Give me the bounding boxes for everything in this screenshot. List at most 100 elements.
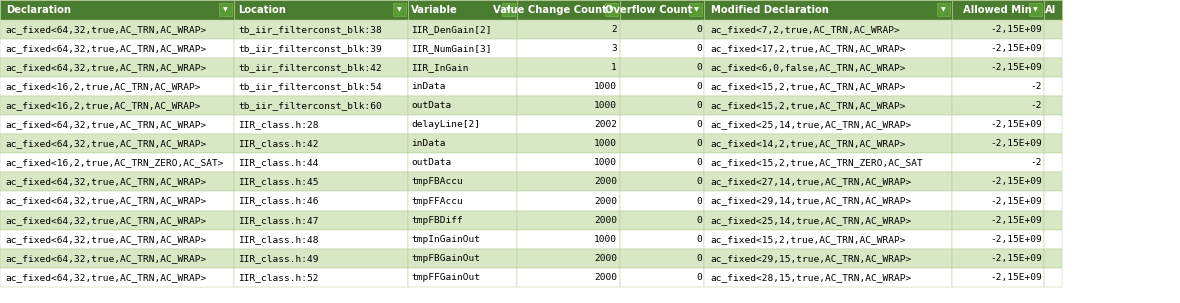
Bar: [1029, 3, 1042, 16]
Bar: [952, 20, 1044, 39]
Bar: [234, 39, 408, 58]
Bar: [604, 3, 617, 16]
Bar: [0, 96, 234, 115]
Text: -2,15E+09: -2,15E+09: [990, 197, 1042, 205]
Text: -2,15E+09: -2,15E+09: [990, 139, 1042, 148]
Text: -2,15E+09: -2,15E+09: [990, 120, 1042, 129]
Bar: [704, 230, 952, 249]
Bar: [704, 211, 952, 230]
Bar: [620, 153, 704, 172]
Text: 2000: 2000: [594, 216, 617, 225]
Text: tb_iir_filterconst_blk:38: tb_iir_filterconst_blk:38: [238, 25, 382, 34]
Bar: [704, 134, 952, 153]
Text: 2: 2: [611, 25, 617, 34]
Text: -2,15E+09: -2,15E+09: [990, 25, 1042, 34]
Text: tmpFBGainOut: tmpFBGainOut: [411, 254, 480, 263]
Bar: [620, 58, 704, 77]
Bar: [1044, 268, 1062, 287]
Text: ac_fixed<64,32,true,AC_TRN,AC_WRAP>: ac_fixed<64,32,true,AC_TRN,AC_WRAP>: [6, 139, 208, 148]
Bar: [234, 153, 408, 172]
Text: 1000: 1000: [594, 158, 617, 167]
Bar: [517, 39, 620, 58]
Text: outData: outData: [411, 158, 451, 167]
Bar: [952, 249, 1044, 268]
Bar: [1044, 115, 1062, 134]
Bar: [517, 96, 620, 115]
Bar: [937, 3, 950, 16]
Text: IIR_NumGain[3]: IIR_NumGain[3]: [411, 44, 492, 53]
Text: tmpFFGainOut: tmpFFGainOut: [411, 273, 480, 282]
Text: Overflow Count: Overflow Count: [605, 5, 693, 15]
Bar: [1044, 211, 1062, 230]
Text: IIR_class.h:46: IIR_class.h:46: [238, 197, 319, 205]
Bar: [952, 230, 1044, 249]
Text: 0: 0: [696, 82, 702, 91]
Text: 0: 0: [696, 254, 702, 263]
Text: IIR_DenGain[2]: IIR_DenGain[2]: [411, 25, 492, 34]
Text: -2,15E+09: -2,15E+09: [990, 273, 1042, 282]
Bar: [704, 58, 952, 77]
Text: 0: 0: [696, 178, 702, 186]
Bar: [620, 39, 704, 58]
Text: ac_fixed<64,32,true,AC_TRN,AC_WRAP>: ac_fixed<64,32,true,AC_TRN,AC_WRAP>: [6, 235, 208, 244]
Bar: [408, 134, 517, 153]
Bar: [0, 39, 234, 58]
Bar: [952, 115, 1044, 134]
Text: 1000: 1000: [594, 235, 617, 244]
Bar: [620, 230, 704, 249]
Text: IIR_class.h:42: IIR_class.h:42: [238, 139, 319, 148]
Text: Variable: Variable: [411, 5, 458, 15]
Bar: [517, 249, 620, 268]
Bar: [234, 115, 408, 134]
Bar: [234, 77, 408, 96]
Text: IIR_class.h:52: IIR_class.h:52: [238, 273, 319, 282]
Bar: [517, 230, 620, 249]
Bar: [1044, 96, 1062, 115]
Bar: [408, 96, 517, 115]
Bar: [620, 134, 704, 153]
Text: Declaration: Declaration: [6, 5, 71, 15]
Text: -2: -2: [1030, 158, 1042, 167]
Text: outData: outData: [411, 101, 451, 110]
Bar: [0, 115, 234, 134]
Bar: [952, 0, 1044, 20]
Bar: [517, 211, 620, 230]
Text: ac_fixed<64,32,true,AC_TRN,AC_WRAP>: ac_fixed<64,32,true,AC_TRN,AC_WRAP>: [6, 197, 208, 205]
Bar: [952, 211, 1044, 230]
Bar: [620, 249, 704, 268]
Text: inData: inData: [411, 139, 446, 148]
Bar: [952, 268, 1044, 287]
Bar: [952, 96, 1044, 115]
Text: tb_iir_filterconst_blk:54: tb_iir_filterconst_blk:54: [238, 82, 382, 91]
Bar: [517, 134, 620, 153]
Text: ac_fixed<64,32,true,AC_TRN,AC_WRAP>: ac_fixed<64,32,true,AC_TRN,AC_WRAP>: [6, 216, 208, 225]
Text: ▼: ▼: [694, 7, 699, 12]
Bar: [408, 115, 517, 134]
Bar: [408, 0, 517, 20]
Bar: [408, 77, 517, 96]
Bar: [408, 58, 517, 77]
Bar: [952, 134, 1044, 153]
Bar: [0, 268, 234, 287]
Bar: [218, 3, 231, 16]
Text: ac_fixed<64,32,true,AC_TRN,AC_WRAP>: ac_fixed<64,32,true,AC_TRN,AC_WRAP>: [6, 120, 208, 129]
Bar: [234, 191, 408, 211]
Bar: [704, 77, 952, 96]
Text: ac_fixed<16,2,true,AC_TRN,AC_WRAP>: ac_fixed<16,2,true,AC_TRN,AC_WRAP>: [6, 82, 202, 91]
Text: 0: 0: [696, 139, 702, 148]
Bar: [704, 268, 952, 287]
Text: ac_fixed<64,32,true,AC_TRN,AC_WRAP>: ac_fixed<64,32,true,AC_TRN,AC_WRAP>: [6, 63, 208, 72]
Bar: [234, 96, 408, 115]
Bar: [1044, 39, 1062, 58]
Bar: [620, 172, 704, 191]
Text: Allowed Min: Allowed Min: [963, 5, 1032, 15]
Bar: [620, 211, 704, 230]
Text: ac_fixed<27,14,true,AC_TRN,AC_WRAP>: ac_fixed<27,14,true,AC_TRN,AC_WRAP>: [710, 178, 912, 186]
Bar: [408, 230, 517, 249]
Text: ac_fixed<16,2,true,AC_TRN_ZERO,AC_SAT>: ac_fixed<16,2,true,AC_TRN_ZERO,AC_SAT>: [6, 158, 224, 167]
Text: IIR_class.h:45: IIR_class.h:45: [238, 178, 319, 186]
Text: 1000: 1000: [594, 101, 617, 110]
Bar: [0, 134, 234, 153]
Text: 3: 3: [611, 44, 617, 53]
Bar: [408, 20, 517, 39]
